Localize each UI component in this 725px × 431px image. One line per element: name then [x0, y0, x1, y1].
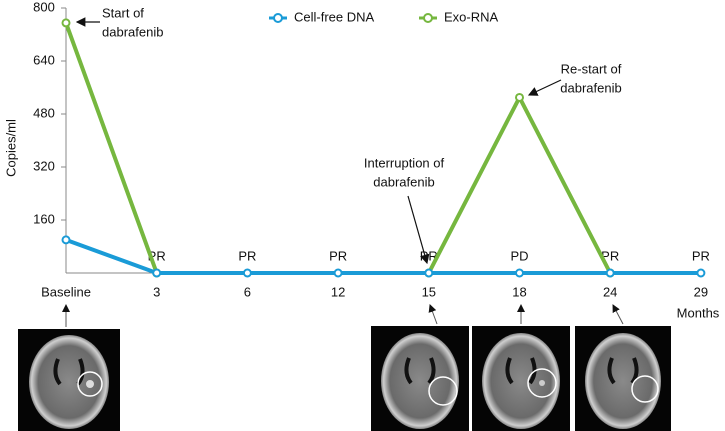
y-tick-label: 800 [33, 0, 55, 14]
data-point [152, 268, 162, 278]
y-tick-label: 320 [33, 158, 55, 173]
y-axis-label: Copies/ml [3, 119, 18, 177]
response-label: PR [329, 248, 347, 263]
y-tick-label: 640 [33, 52, 55, 67]
legend-marker [273, 13, 283, 23]
annotation: dabrafenib [102, 24, 163, 39]
legend-label: Cell-free DNA [294, 9, 375, 24]
data-point [61, 235, 71, 245]
annotation: Start of [102, 5, 144, 20]
annotation: dabrafenib [560, 80, 621, 95]
data-point [242, 268, 252, 278]
y-tick-label: 480 [33, 105, 55, 120]
x-tick-label: 24 [603, 284, 617, 299]
x-tick-label: 29 [694, 284, 708, 299]
annotation-arrow [407, 195, 430, 265]
annotation: Re-start of [561, 61, 622, 76]
x-axis-label: Months [677, 305, 720, 320]
y-tick-label: 160 [33, 211, 55, 226]
annotation: dabrafenib [373, 174, 434, 189]
data-point [333, 268, 343, 278]
data-point [605, 268, 615, 278]
x-tick-label: 18 [512, 284, 526, 299]
x-tick-label: 15 [422, 284, 436, 299]
response-label: PR [692, 248, 710, 263]
legend-marker [423, 13, 433, 23]
mri-images [18, 304, 671, 431]
response-label: PD [510, 248, 528, 263]
response-label: PR [238, 248, 256, 263]
data-point [61, 18, 71, 28]
data-point [515, 268, 524, 278]
series-line [65, 237, 701, 275]
data-point [696, 268, 706, 278]
series-line [64, 22, 612, 274]
annotation-arrow [527, 79, 562, 96]
data-point [424, 268, 434, 278]
annotation: Interruption of [364, 155, 445, 170]
x-tick-label: Baseline [41, 284, 91, 299]
x-tick-label: 6 [244, 284, 251, 299]
data-point [515, 92, 524, 102]
x-tick-label: 12 [331, 284, 345, 299]
legend-label: Exo-RNA [444, 9, 499, 24]
response-label: PR [601, 248, 619, 263]
x-tick-label: 3 [153, 284, 160, 299]
